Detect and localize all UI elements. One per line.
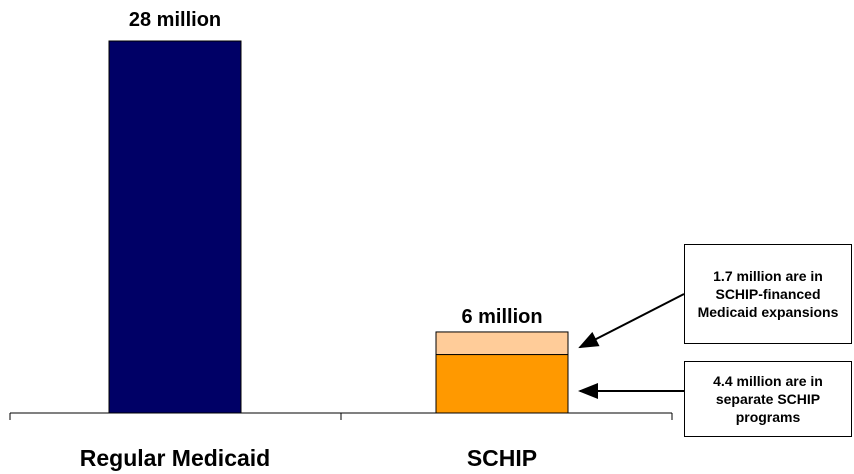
annotation-text: 1.7 million are in SCHIP-financed Medica…	[697, 268, 839, 320]
total-label: 6 million	[461, 306, 542, 328]
annotation-callout: 1.7 million are in SCHIP-financed Medica…	[684, 244, 852, 344]
bar-segment	[435, 331, 569, 356]
category-label: SCHIP	[467, 445, 537, 471]
total-label: 28 million	[129, 9, 221, 31]
category-label: Regular Medicaid	[80, 445, 270, 471]
bar-segment	[108, 40, 242, 414]
annotation-callout: 4.4 million are in separate SCHIP progra…	[684, 361, 852, 437]
bars-layer	[108, 40, 569, 414]
annotation-text: 4.4 million are in separate SCHIP progra…	[713, 373, 823, 425]
callout-arrow	[578, 293, 685, 349]
arrows-layer	[578, 293, 685, 399]
bar-segment	[435, 354, 569, 414]
